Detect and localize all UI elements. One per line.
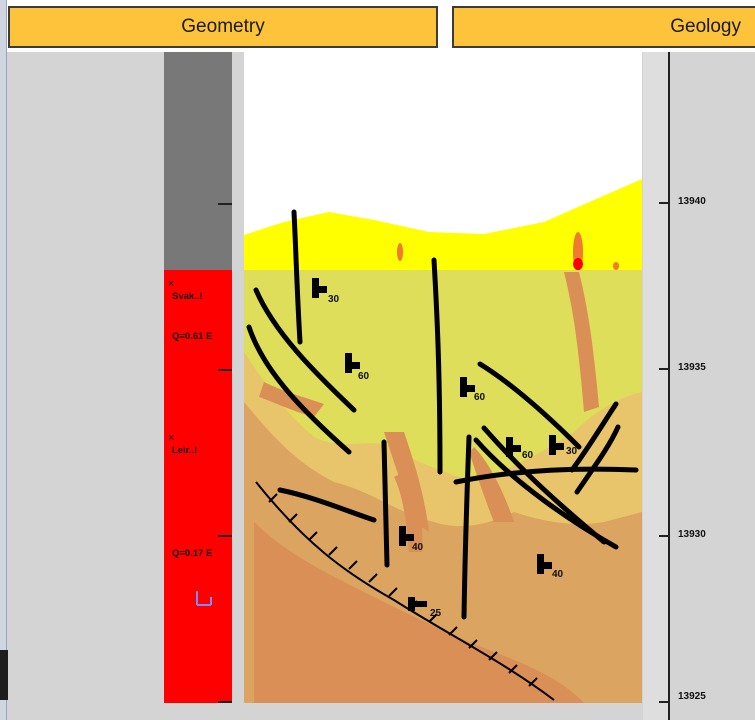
geology-header[interactable]: Geology <box>452 6 755 48</box>
depth-label-13925: 13925 <box>678 691 706 702</box>
rock-class-good <box>164 52 232 270</box>
depth-label-13930: 13930 <box>678 529 706 540</box>
depth-label-13940: 13940 <box>678 196 706 207</box>
geometry-header-label: Geometry <box>181 16 265 37</box>
label-svak: Svak..! <box>172 291 203 302</box>
window-corner <box>0 650 8 700</box>
label-q-017: Q=0.17 E <box>172 548 213 559</box>
dip-label: 60 <box>358 371 370 382</box>
depth-tick <box>659 701 670 703</box>
dip-label: 60 <box>474 392 486 403</box>
depth-tick <box>659 368 670 370</box>
window-left-edge <box>0 0 7 720</box>
geometry-header[interactable]: Geometry <box>8 6 438 48</box>
depth-scale-bar <box>643 52 668 720</box>
cross-marker[interactable]: × <box>168 432 175 444</box>
column-tick <box>218 535 232 537</box>
cross-marker[interactable]: × <box>168 278 175 290</box>
rock-class-weak <box>164 270 232 703</box>
geology-header-label: Geology <box>670 16 741 37</box>
column-tick <box>218 369 232 371</box>
depth-tick <box>659 535 670 537</box>
geology-map[interactable]: 30 60 60 60 30 40 40 25 <box>244 52 642 703</box>
legend-icon[interactable] <box>194 588 214 608</box>
dip-label: 30 <box>566 446 578 457</box>
column-tick <box>218 701 232 703</box>
label-leir: Leir..! <box>172 445 198 456</box>
dip-label: 40 <box>412 542 424 553</box>
label-q-061: Q=0.61 E <box>172 331 213 342</box>
depth-tick <box>659 202 670 204</box>
dip-label: 25 <box>430 608 442 619</box>
dip-label: 40 <box>552 569 564 580</box>
dip-label: 60 <box>522 450 534 461</box>
depth-scale-axis <box>668 52 670 720</box>
depth-label-13935: 13935 <box>678 362 706 373</box>
dip-label: 30 <box>328 294 340 305</box>
column-tick <box>218 203 232 205</box>
